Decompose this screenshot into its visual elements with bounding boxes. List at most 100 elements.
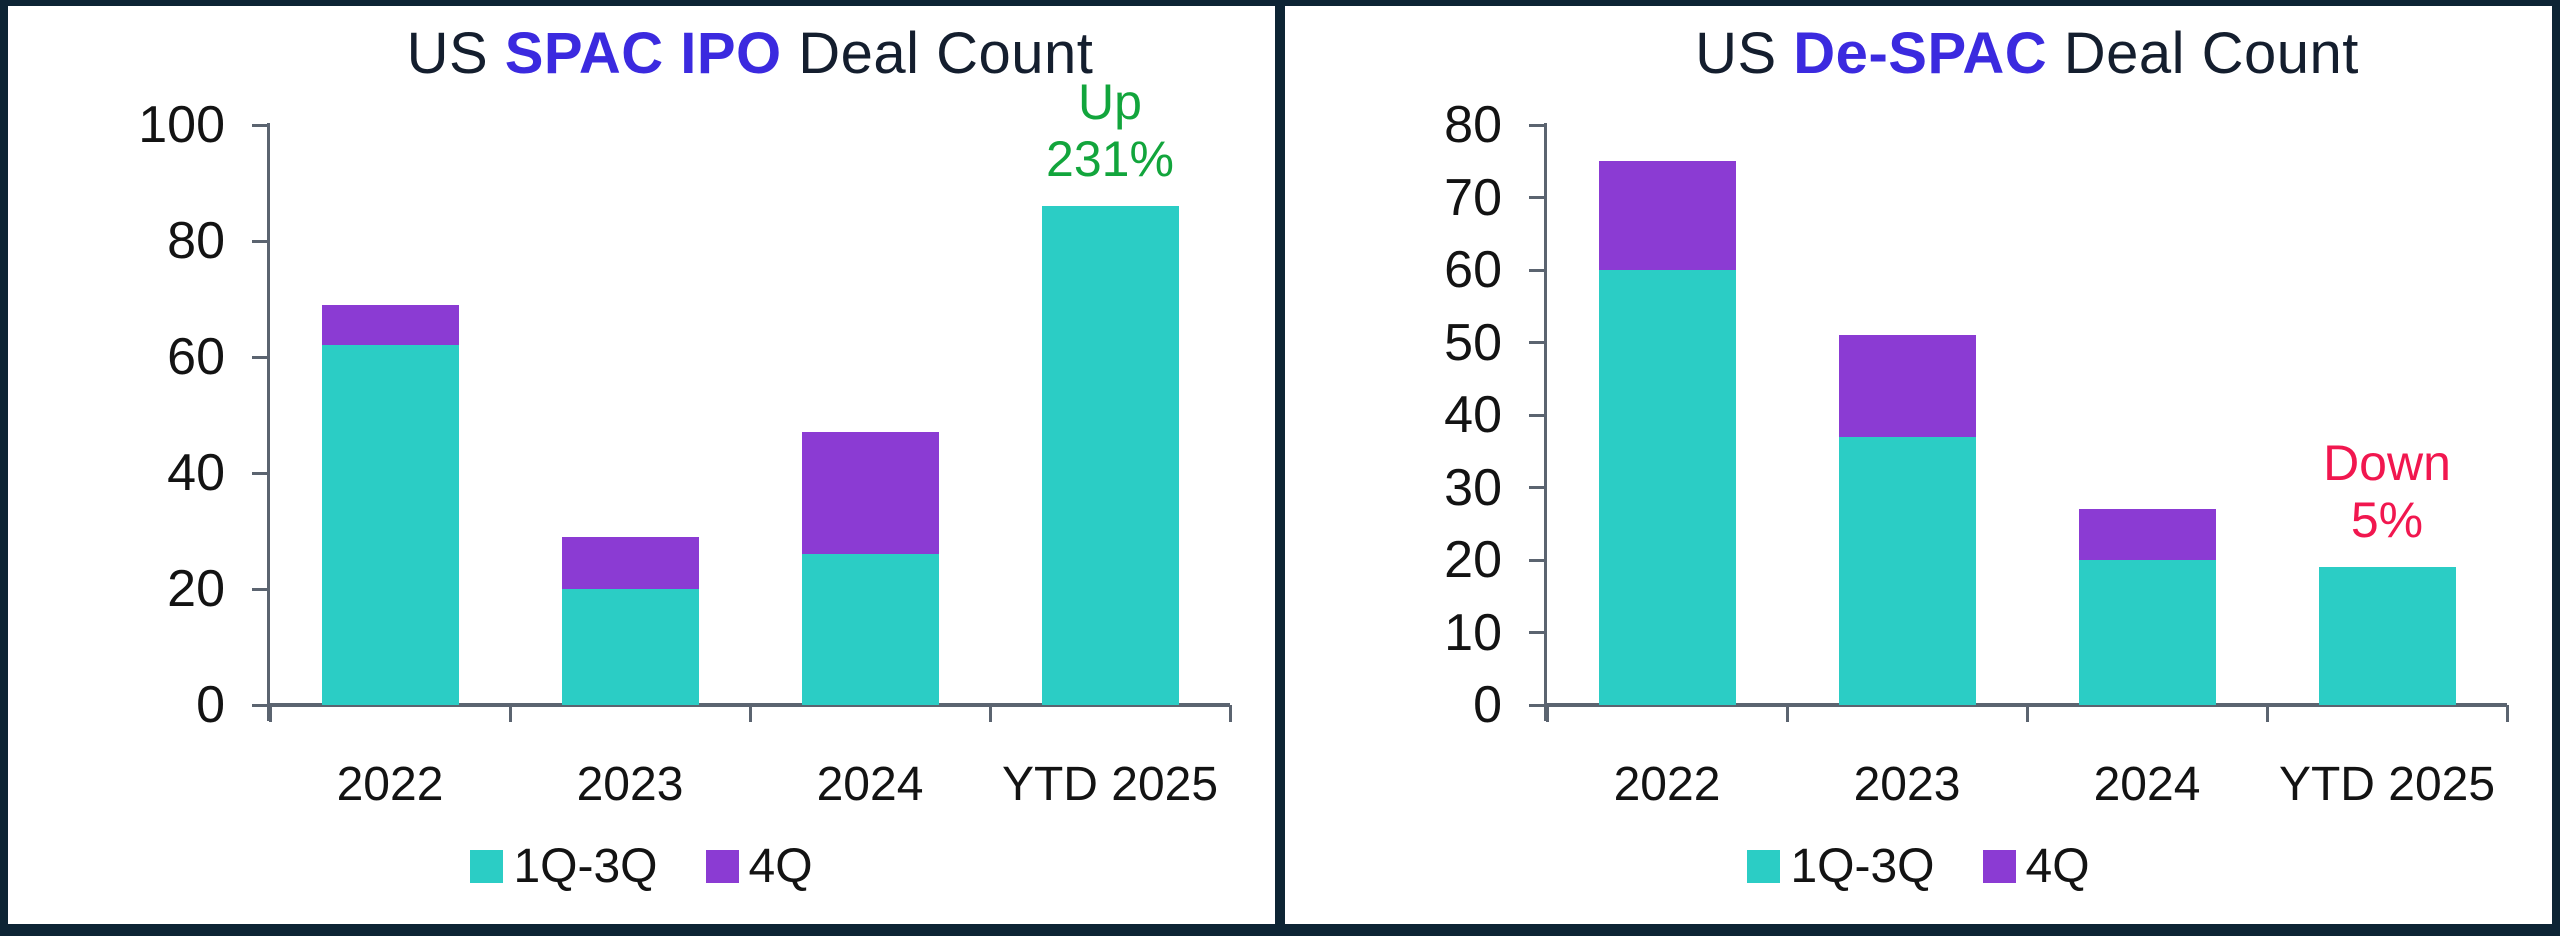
annotation-line-1: Up [1078,74,1142,131]
title-suffix: Deal Count [2047,21,2359,86]
y-axis-tick [1529,703,1544,707]
x-axis-label: YTD 2025 [1001,758,1219,811]
x-axis-tick [1228,705,1232,722]
annotation-line-2: 231% [1046,131,1174,188]
y-axis-tick [252,355,267,359]
growth-annotation: Down 5% [2323,435,2451,549]
x-axis-tick [508,705,512,722]
bar-segment-4q [2078,509,2216,560]
legend-swatch-icon [470,850,504,883]
x-axis-label: 2024 [2093,758,2201,811]
x-axis-tick [748,705,752,722]
legend: 1Q-3Q 4Q [8,839,1275,894]
bar-segment-1q-3q [1041,206,1179,705]
y-axis-label: 40 [1444,386,1502,444]
x-axis-tick [2505,705,2509,722]
bar-segment-4q [321,304,459,346]
y-axis-tick [1529,558,1544,562]
bar-stack-2023 [1838,125,1976,705]
bar-segment-1q-3q [1838,436,1976,705]
y-axis-label: 70 [1444,168,1502,227]
y-axis-label: 50 [1444,313,1502,372]
bar-stack-2022 [1598,125,1736,705]
x-axis-label: 2022 [1613,758,1721,811]
bar-stack-ytd-2025 [1041,125,1179,705]
x-axis-label: 2023 [576,758,684,811]
legend-item-4q: 4Q [1982,839,2090,894]
y-axis-label: 80 [1444,96,1502,154]
bar-segment-4q [1838,335,1976,437]
x-axis-label: YTD 2025 [2278,758,2496,811]
y-axis-label: 40 [167,444,225,502]
legend-label: 1Q-3Q [1790,840,1935,893]
spac-ipo-chart-panel: US SPAC IPO Deal Count 0 20 40 60 80 100 2022 2… [8,6,1275,924]
y-axis-tick [1529,196,1544,199]
legend-label: 1Q-3Q [513,840,658,893]
y-axis-label: 30 [1444,458,1502,517]
y-axis-label: 60 [167,328,225,386]
x-axis-label: 2022 [336,758,444,811]
y-axis-tick [1529,268,1544,272]
y-axis-label: 80 [167,212,225,270]
y-axis-label: 100 [138,96,225,154]
x-axis-tick [2265,705,2269,722]
x-axis-tick [988,705,992,722]
bar-segment-1q-3q [801,554,939,705]
y-axis-tick [252,123,267,127]
title-accent: De-SPAC [1793,21,2048,86]
legend-swatch-icon [705,850,739,883]
y-axis-label: 20 [167,560,225,618]
x-axis-label: 2023 [1853,758,1961,811]
title-prefix: US [1695,21,1794,86]
legend: 1Q-3Q 4Q [1285,839,2552,894]
bar-segment-1q-3q [2078,560,2216,705]
y-axis-label: 0 [196,676,225,734]
y-axis-tick [252,471,267,475]
legend-swatch-icon [1982,850,2016,883]
chart-title: US De-SPAC Deal Count [1547,20,2507,87]
y-axis-tick [252,703,267,707]
bar-stack-2024 [801,125,939,705]
bar-segment-1q-3q [321,345,459,705]
title-prefix: US [406,21,505,86]
growth-annotation: Up 231% [1046,74,1174,188]
y-axis-label: 20 [1444,531,1502,589]
x-axis-label: 2024 [816,758,924,811]
y-axis-tick [252,239,267,243]
plot-area: 0 10 20 30 40 50 60 70 80 2022 2023 2024 YTD 2025 Dow… [1444,96,2509,811]
annotation-line-1: Down [2323,435,2451,492]
bar-stack-ytd-2025 [2318,125,2456,705]
legend-label: 4Q [2025,840,2090,893]
legend-item-1q-3q: 1Q-3Q [1747,839,1935,894]
x-axis-tick [1545,705,1549,722]
title-accent: SPAC IPO [504,21,782,86]
y-axis-label: 10 [1444,603,1502,662]
plot-area: 0 20 40 60 80 100 2022 2023 2024 YTD 2025 Up 231% [138,74,1232,811]
bar-stack-2023 [561,125,699,705]
legend-swatch-icon [1747,850,1781,883]
bar-segment-1q-3q [561,589,699,705]
y-axis-label: 0 [1473,676,1502,734]
y-axis-line [1544,123,1547,721]
y-axis-line [267,123,270,721]
legend-item-4q: 4Q [705,839,813,894]
title-suffix: Deal Count [781,21,1094,86]
bar-stack-2022 [321,125,459,705]
chart-title: US SPAC IPO Deal Count [270,20,1230,87]
bar-segment-1q-3q [2318,567,2456,705]
bar-segment-4q [1598,161,1736,270]
y-axis-tick [1529,341,1544,344]
annotation-line-2: 5% [2350,492,2424,549]
x-axis-tick [1785,705,1789,722]
bar-stack-2024 [2078,125,2216,705]
y-axis-tick [1529,123,1544,127]
bar-segment-4q [801,432,939,555]
y-axis-tick [252,587,267,591]
y-axis-tick [1529,486,1544,489]
y-axis-tick [1529,413,1544,417]
bar-segment-4q [561,536,699,589]
legend-item-1q-3q: 1Q-3Q [470,839,658,894]
de-spac-chart-panel: US De-SPAC Deal Count 0 10 20 30 40 50 60 70 80 2… [1285,6,2552,924]
x-axis-tick [2025,705,2029,722]
